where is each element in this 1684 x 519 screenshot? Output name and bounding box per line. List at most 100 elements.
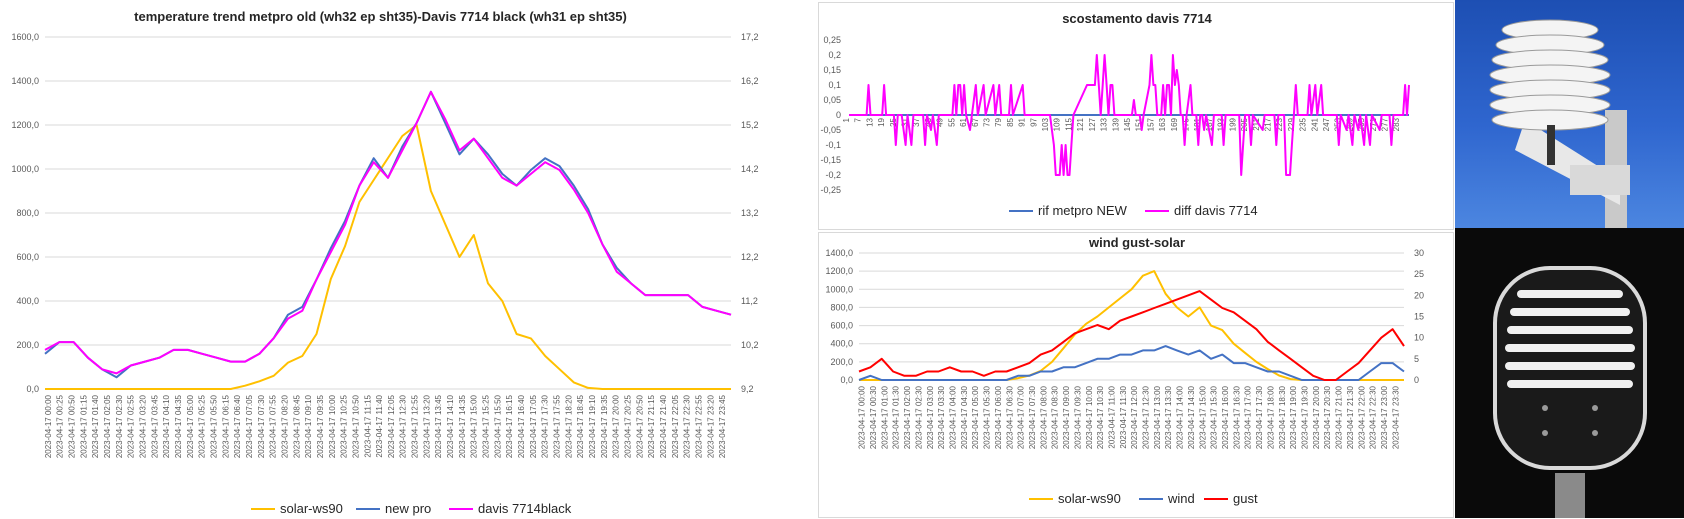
x-tick-label: 2023-04-17 08:45 [292,394,301,458]
x-tick-label: 7 [854,117,863,122]
x-tick-label: 2023-04-17 11:40 [375,394,384,457]
x-tick-label: 217 [1263,117,1272,131]
y-tick-label: 200,0 [16,340,39,350]
night-shield-photo [1455,228,1684,518]
x-tick-label: 2023-04-17 05:25 [198,394,207,458]
x-tick-label: 193 [1217,117,1226,131]
y2-tick-label: 12,2 [741,252,759,262]
x-tick-label: 2023-04-17 23:45 [718,394,727,458]
x-tick-label: 2023-04-17 10:30 [1096,385,1105,449]
x-tick-label: 2023-04-17 10:50 [351,394,360,458]
x-tick-label: 2023-04-17 12:30 [1142,385,1151,449]
wind-chart-svg: wind gust-solar 0,0 200,0 400,0 600,0 800,0 10… [825,235,1424,506]
x-tick-label: 2023-04-17 22:30 [1369,385,1378,449]
x-tick-label: 37 [912,117,921,126]
x-tick-label: 2023-04-17 17:00 [1244,385,1253,449]
x-tick-label: 2023-04-17 11:30 [1119,385,1128,448]
y-tick-label: 0,0 [26,384,39,394]
x-tick-label: 2023-04-17 15:00 [1198,385,1207,449]
x-tick-label: 25 [889,117,898,126]
x-tick-label: 223 [1275,117,1284,131]
x-tick-label: 2023-04-17 05:00 [971,385,980,449]
x-tick-label: 2023-04-17 09:30 [1073,385,1082,449]
x-tick-label: 2023-04-17 09:00 [1062,385,1071,449]
y-tick-label: 400,0 [830,339,853,349]
x-tick-label: 2023-04-17 03:00 [926,385,935,449]
x-tick-label: 2023-04-17 00:30 [869,385,878,449]
x-tick-label: 2023-04-17 21:15 [647,394,656,458]
x-tick-label: 2023-04-17 22:30 [683,394,692,458]
deviation-chart-svg: scostamento davis 7714 0,25 0,2 0,15 0,1 0,05… [820,11,1410,218]
x-tick-label: 2023-04-17 20:00 [612,394,621,458]
x-tick-label: 2023-04-17 07:30 [1028,385,1037,449]
x-tick-label: 2023-04-17 14:00 [1176,385,1185,449]
series-line-1 [849,54,1410,176]
y-tick-label: -0,05 [820,125,841,135]
x-tick-label: 67 [971,117,980,126]
x-tick-label: 2023-04-17 05:00 [186,394,195,458]
x-tick-label: 2023-04-17 02:00 [903,385,912,449]
x-tick-label: 2023-04-17 07:05 [245,394,254,458]
y-tick-label: -0,25 [820,185,841,195]
legend-label: davis 7714black [478,501,572,516]
y2-tick-label: 17,2 [741,32,759,42]
x-tick-label: 2023-04-17 02:55 [127,394,136,458]
x-tick-label: 271 [1369,117,1378,131]
y2-tick-label: 25 [1414,269,1424,279]
y-tick-label: 1200,0 [11,120,39,130]
x-tick-label: 2023-04-17 01:00 [880,385,889,449]
x-tick-label: 151 [1135,117,1144,131]
y-tick-label: 1000,0 [11,164,39,174]
x-tick-label: 2023-04-17 18:30 [1278,385,1287,449]
x-tick-label: 2023-04-17 09:35 [316,394,325,458]
y2-tick-label: 10 [1414,333,1424,343]
x-tick-label: 145 [1123,117,1132,131]
x-tick-label: 97 [1029,117,1038,126]
x-tick-label: 109 [1053,117,1062,131]
x-tick-label: 2023-04-17 20:00 [1312,385,1321,449]
y-tick-label: -0,1 [825,140,841,150]
x-tick-label: 2023-04-17 19:10 [588,394,597,458]
x-tick-label: 2023-04-17 23:00 [1380,385,1389,449]
y-tick-label: 800,0 [830,302,853,312]
x-tick-label: 2023-04-17 20:25 [623,394,632,458]
x-tick-label: 2023-04-17 08:20 [280,394,289,458]
y-tick-label: 600,0 [16,252,39,262]
legend-label: wind [1167,491,1195,506]
y-tick-label: 0 [836,110,841,120]
x-tick-label: 2023-04-17 13:30 [1164,385,1173,449]
x-tick-label: 73 [982,117,991,126]
legend-label: rif metpro NEW [1038,203,1128,218]
y-tick-label: 400,0 [16,296,39,306]
x-tick-label: 2023-04-17 16:40 [517,394,526,458]
radiation-shield-photo [1455,0,1684,228]
x-tick-label: 2023-04-17 12:30 [399,394,408,458]
x-tick-label: 115 [1064,117,1073,130]
x-tick-label: 2023-04-17 08:00 [1039,385,1048,449]
legend-label: diff davis 7714 [1174,203,1258,218]
y-tick-label: 1400,0 [825,248,853,258]
x-tick-label: 2023-04-17 13:20 [422,394,431,458]
x-tick-label: 2023-04-17 04:35 [174,394,183,458]
x-tick-label: 2023-04-17 11:15 [363,394,372,457]
y-tick-label: 0,2 [828,50,841,60]
x-tick-label: 2023-04-17 04:10 [162,394,171,458]
y-tick-label: 0,05 [823,95,841,105]
y2-tick-label: 11,2 [741,296,758,306]
x-tick-label: 2023-04-17 12:05 [387,394,396,458]
deviation-chart: scostamento davis 7714 0,25 0,2 0,15 0,1 0,05… [818,2,1454,230]
x-tick-label: 2023-04-17 23:30 [1391,385,1400,449]
x-tick-label: 2023-04-17 01:30 [892,385,901,449]
radiation-shield-image [1489,19,1630,228]
x-tick-label: 139 [1111,117,1120,131]
x-tick-label: 2023-04-17 00:00 [858,385,867,449]
wind-gust-solar-chart: wind gust-solar 0,0 200,0 400,0 600,0 800,0 10… [818,232,1454,518]
x-tick-label: 2023-04-17 18:45 [576,394,585,458]
series-line-2 [858,290,1405,381]
x-tick-label: 157 [1146,117,1155,131]
x-tick-label: 2023-04-17 14:10 [446,394,455,458]
y2-tick-label: 5 [1414,354,1419,364]
x-tick-label: 2023-04-17 00:00 [44,394,53,458]
x-tick-label: 2023-04-17 03:45 [150,394,159,458]
x-tick-label: 2023-04-17 01:15 [79,394,88,458]
